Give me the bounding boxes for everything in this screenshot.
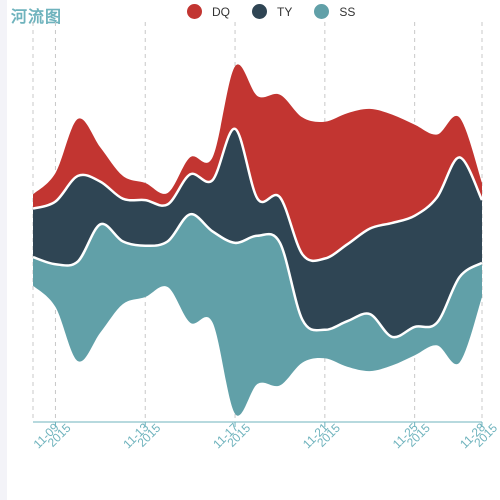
river-layer-ss[interactable] xyxy=(33,214,482,416)
legend: DQ TY SS xyxy=(187,4,377,19)
legend-item-ty[interactable]: TY xyxy=(252,4,292,19)
chart-title: 河流图 xyxy=(11,9,63,26)
legend-dot-dq xyxy=(187,4,202,19)
left-edge-strip xyxy=(0,0,7,500)
legend-dot-ty xyxy=(252,4,267,19)
legend-label-ty: TY xyxy=(277,4,293,19)
river-layer-ty[interactable] xyxy=(33,128,482,338)
legend-label-dq: DQ xyxy=(212,4,230,19)
layer-boundary-ty xyxy=(32,127,484,263)
river-layer-dq[interactable] xyxy=(33,64,482,261)
legend-item-ss[interactable]: SS xyxy=(314,4,355,19)
legend-item-dq[interactable]: DQ xyxy=(187,4,230,19)
legend-dot-ss xyxy=(314,4,330,19)
layer-boundary-ss xyxy=(32,213,483,339)
legend-label-ss: SS xyxy=(339,4,356,19)
